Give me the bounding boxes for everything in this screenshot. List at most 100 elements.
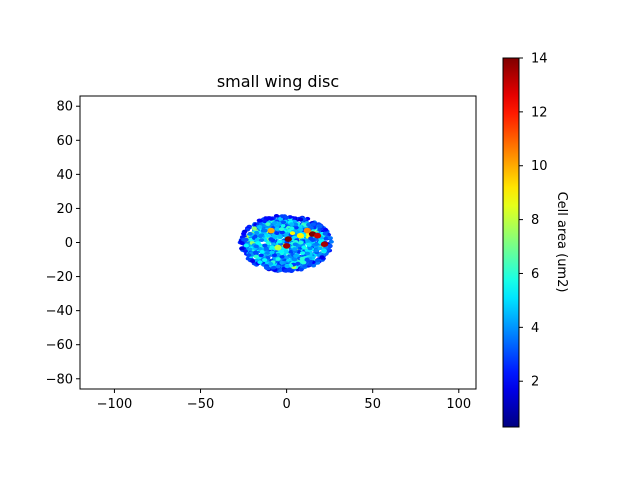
cell-point [277, 239, 283, 244]
large-cell-point [267, 227, 275, 234]
cell-point [315, 261, 321, 265]
large-cell-point [314, 232, 322, 239]
cell-point [251, 226, 257, 231]
cell-point [262, 243, 268, 248]
colorbar-tick-label: 2 [531, 375, 539, 390]
y-tick-label: −20 [46, 270, 73, 285]
y-tick-label: −80 [46, 372, 73, 387]
cell-point [319, 255, 325, 259]
cell-point [243, 243, 249, 248]
cell-point [269, 245, 275, 250]
cell-point [279, 260, 285, 265]
cell-point [272, 235, 278, 239]
cell-point [323, 236, 329, 241]
cell-point [252, 250, 258, 255]
cell-point [302, 263, 308, 268]
cell-point [280, 220, 287, 225]
cell-point [260, 228, 266, 233]
cell-point [283, 269, 289, 273]
cell-point [265, 234, 272, 239]
cell-point [298, 267, 304, 272]
cell-point [283, 215, 290, 220]
large-cell-point [303, 227, 311, 234]
cell-point [242, 249, 248, 254]
cell-point [308, 225, 314, 230]
cell-point [317, 246, 323, 251]
cell-point [321, 248, 327, 253]
cell-point [300, 251, 306, 256]
large-cell-point [274, 244, 282, 251]
cell-point [253, 244, 259, 249]
y-tick-label: 20 [56, 202, 73, 217]
cell-point [279, 254, 285, 259]
colorbar [502, 57, 520, 428]
cell-point [301, 245, 307, 250]
cell-point [263, 246, 269, 251]
cell-point [292, 242, 298, 247]
x-tick-label: 100 [446, 397, 471, 412]
colorbar-tick-label: 14 [531, 52, 548, 67]
y-tick-label: 80 [56, 100, 73, 115]
cell-point [262, 219, 268, 224]
cell-point [327, 236, 333, 240]
cell-point [288, 250, 294, 254]
cell-point [298, 217, 304, 222]
cell-point [268, 217, 274, 221]
cell-point [299, 256, 305, 261]
cell-point [288, 269, 294, 273]
cell-point [279, 230, 285, 235]
large-cell-point [296, 232, 304, 239]
cell-point [276, 221, 283, 226]
cell-point [301, 260, 307, 265]
cell-point [271, 265, 277, 270]
colorbar-tick-label: 10 [531, 159, 548, 174]
cell-point [259, 250, 265, 254]
cell-point [247, 231, 253, 236]
cell-point [268, 237, 274, 242]
cell-point [292, 247, 298, 251]
cell-point [304, 251, 310, 256]
cell-point [271, 253, 277, 258]
cell-point [310, 222, 316, 227]
cell-point [313, 242, 319, 247]
cell-point [257, 260, 263, 264]
cell-point [327, 243, 333, 248]
cell-point [248, 237, 254, 242]
y-tick-label: 40 [56, 168, 73, 183]
y-tick-label: −60 [46, 338, 73, 353]
cell-point [298, 240, 304, 245]
cell-point [239, 246, 245, 251]
cell-point [254, 238, 260, 242]
colorbar-label: Cell area (um2) [554, 192, 569, 293]
cell-point [241, 231, 247, 236]
cell-point [289, 231, 296, 236]
cell-point [250, 259, 256, 263]
cell-point [278, 249, 284, 254]
cell-point [265, 251, 271, 255]
cell-point [257, 234, 264, 239]
cell-point [269, 250, 275, 255]
x-tick-label: −50 [187, 397, 214, 412]
cell-point [262, 258, 268, 262]
cell-point [274, 227, 280, 231]
large-cell-point [284, 236, 292, 242]
cell-scatter [237, 214, 334, 273]
y-axis: −80 −60 −40 −20 0 20 40 60 80 [46, 100, 80, 387]
cell-point [295, 261, 301, 266]
cell-point [257, 218, 263, 223]
large-cell-point [283, 243, 291, 249]
cell-point [253, 254, 259, 259]
cell-point [306, 222, 312, 227]
y-tick-label: −40 [46, 304, 73, 319]
cell-point [274, 231, 280, 236]
cell-point [273, 214, 280, 218]
cell-point [315, 258, 321, 262]
x-tick-label: −100 [97, 397, 133, 412]
cell-point [257, 246, 263, 251]
cell-point [275, 264, 281, 269]
cell-point [322, 231, 328, 236]
colorbar-axis: 2 4 6 8 10 12 14 [519, 52, 548, 390]
colorbar-tick-label: 6 [531, 267, 539, 282]
cell-point [317, 224, 323, 229]
colorbar-tick-label: 4 [531, 321, 539, 336]
